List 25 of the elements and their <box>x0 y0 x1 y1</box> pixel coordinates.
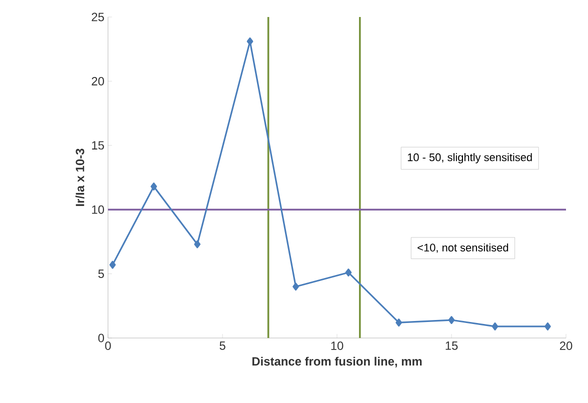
y-tick-label: 0 <box>98 334 104 342</box>
point <box>194 240 201 248</box>
y-tick-label: 20 <box>92 76 104 86</box>
point <box>109 260 116 269</box>
x-tick-label: 5 <box>220 342 226 350</box>
x-tick-label: 0 <box>105 342 111 350</box>
y-tick-label: 10 <box>92 205 104 214</box>
x-tick-label: 20 <box>560 342 572 350</box>
y-tick-label: 25 <box>92 12 104 22</box>
x-tick-label: 15 <box>446 342 458 350</box>
annotation: <10, not sensitised <box>418 243 508 253</box>
x-axis-title: Distance from fusion line, mm <box>252 356 422 368</box>
point <box>345 268 352 277</box>
point <box>448 316 455 324</box>
point <box>396 318 402 327</box>
y-axis-title: Ir/Ia x 10-3 <box>75 148 84 206</box>
point <box>544 322 551 330</box>
point <box>492 322 498 330</box>
point <box>246 37 254 46</box>
annotation: 10 - 50, slightly sensitised <box>408 153 532 164</box>
y-tick-label: 15 <box>92 141 104 150</box>
y-tick-label: 5 <box>98 270 104 278</box>
point <box>292 282 299 291</box>
point <box>150 182 157 190</box>
x-tick-label: 10 <box>331 342 344 350</box>
